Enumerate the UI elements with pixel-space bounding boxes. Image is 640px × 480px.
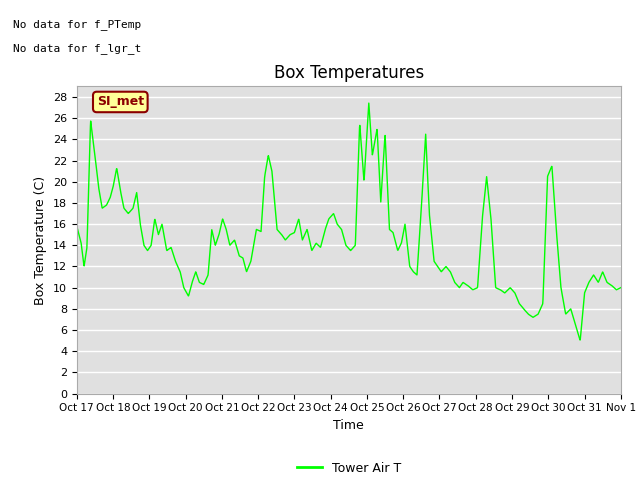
Text: No data for f_PTemp: No data for f_PTemp <box>13 19 141 30</box>
X-axis label: Time: Time <box>333 419 364 432</box>
Text: SI_met: SI_met <box>97 96 144 108</box>
Y-axis label: Box Temperature (C): Box Temperature (C) <box>35 175 47 305</box>
Text: No data for f_lgr_t: No data for f_lgr_t <box>13 43 141 54</box>
Legend: Tower Air T: Tower Air T <box>292 456 406 480</box>
Title: Box Temperatures: Box Temperatures <box>274 64 424 82</box>
